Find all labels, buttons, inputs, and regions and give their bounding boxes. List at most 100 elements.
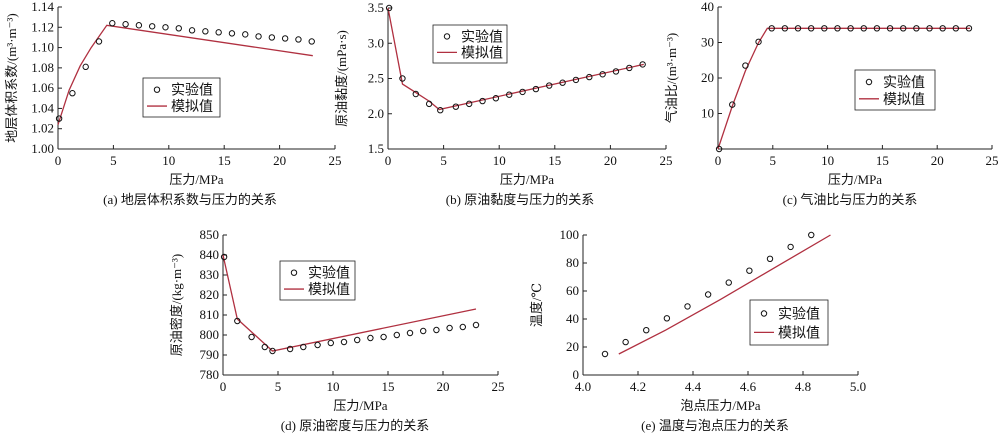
experimental-point [220,253,228,261]
legend-marker-experimental [443,33,451,40]
experimental-point [406,329,414,337]
experimental-point [459,323,466,331]
legend-marker-experimental [153,86,161,93]
experimental-point [202,28,209,35]
experimental-point [420,327,427,335]
y-tick-label: 0 [573,367,580,382]
experimental-point [559,79,566,86]
y-tick-label: 1.08 [31,60,54,75]
experimental-point [643,327,650,334]
x-tick-label: 15 [876,153,889,168]
x-axis-label: 压力/MPa [169,172,223,187]
y-tick-label: 1.12 [31,19,54,34]
experimental-point [586,73,593,81]
experimental-point [261,343,268,351]
y-tick-label: 100 [560,227,580,242]
y-tick-label: 1.5 [368,141,384,156]
experimental-point [122,21,129,28]
y-tick-label: 3.5 [368,0,384,15]
chart-caption: (c) 气油比与压力的关系 [783,192,918,207]
experimental-point [704,291,712,298]
chart-caption: (a) 地层体积系数与压力的关系 [103,192,277,207]
y-tick-label: 80 [566,255,579,270]
experimental-point [519,88,526,96]
x-tick-label: 0 [55,153,62,168]
simulated-series-line [222,254,477,352]
y-tick-label: 850 [200,227,220,242]
experimental-point [446,324,453,332]
y-tick-label: 1.14 [31,0,54,14]
experimental-point [746,267,753,274]
experimental-point [367,334,374,342]
experimental-point [188,27,196,34]
legend-label-experimental: 实验值 [171,83,213,99]
experimental-point [725,279,732,286]
y-tick-label: 790 [200,347,220,362]
experimental-point [327,339,334,347]
experimental-point [532,85,540,93]
x-tick-label: 15 [218,153,231,168]
experimental-point [599,71,606,78]
experimental-point [781,25,789,32]
experimental-point [626,64,633,72]
chart-caption: (e) 温度与泡点压力的关系 [641,418,789,433]
chart-caption: (d) 原油密度与压力的关系 [281,418,429,433]
experimental-point [433,326,440,334]
y-tick-label: 820 [200,287,220,302]
x-tick-label: 4.6 [740,379,757,394]
experimental-point [465,100,473,108]
experimental-point [234,317,241,325]
experimental-point [729,101,736,108]
simulated-series-line [618,234,831,355]
y-tick-label: 40 [701,0,714,14]
legend-marker-experimental [760,310,768,317]
experimental-point [639,61,646,68]
experimental-point [873,25,881,32]
legend-label-simulated: 模拟值 [883,92,925,108]
experimental-point [286,345,294,353]
experimental-point [314,341,321,349]
x-tick-label: 0 [715,153,722,168]
x-tick-label: 5 [770,153,777,168]
experimental-point [268,34,276,41]
experimental-point [354,336,361,344]
chart-panel-c: 0 5 10 15 20 25 10 20 30 40 压力/MPa (c) 气油比与压力的关系 气油比… [664,0,999,207]
x-tick-label: 4.8 [795,379,811,394]
y-tick-label: 10 [701,106,714,121]
x-tick-label: 4.0 [575,379,591,394]
x-axis-label: 压力/MPa [500,172,554,187]
x-tick-label: 5 [440,153,447,168]
y-tick-label: 2.0 [368,106,384,121]
x-tick-label: 5 [110,153,117,168]
y-axis-label: 地层体积系数/(m³·m⁻³) [4,13,19,142]
experimental-point [215,29,222,36]
y-tick-label: 780 [200,367,220,382]
y-tick-label: 60 [566,283,579,298]
experimental-point [807,25,815,32]
experimental-point [248,333,255,341]
experimental-point [425,100,433,108]
experimental-point [787,243,794,251]
chart-panel-b: 0 5 10 15 20 25 1.5 2.0 2.5 3.0 3.5 压力/MPa (b) 原油黏度与… [334,0,673,207]
experimental-point [926,25,933,32]
experimental-point [684,303,691,310]
legend-marker-experimental [290,269,298,276]
x-tick-label: 20 [931,153,944,168]
x-axis-label: 泡点压力/MPa [680,398,760,413]
x-tick-label: 15 [548,153,561,168]
legend-label-simulated: 模拟值 [778,325,820,341]
experimental-point [572,76,580,84]
experimental-point [55,115,63,122]
y-axis-label: 原油黏度/(mPa·s) [334,30,349,127]
legend-label-experimental: 实验值 [883,75,925,91]
legend-label-simulated: 模拟值 [171,99,213,115]
x-axis-label: 压力/MPa [828,172,882,187]
y-tick-label: 40 [566,311,579,326]
y-axis-label: 温度/℃ [529,283,544,327]
legend-label-simulated: 模拟值 [461,45,503,61]
experimental-point [612,68,620,75]
y-tick-label: 1.04 [31,100,54,115]
experimental-point [399,75,406,82]
